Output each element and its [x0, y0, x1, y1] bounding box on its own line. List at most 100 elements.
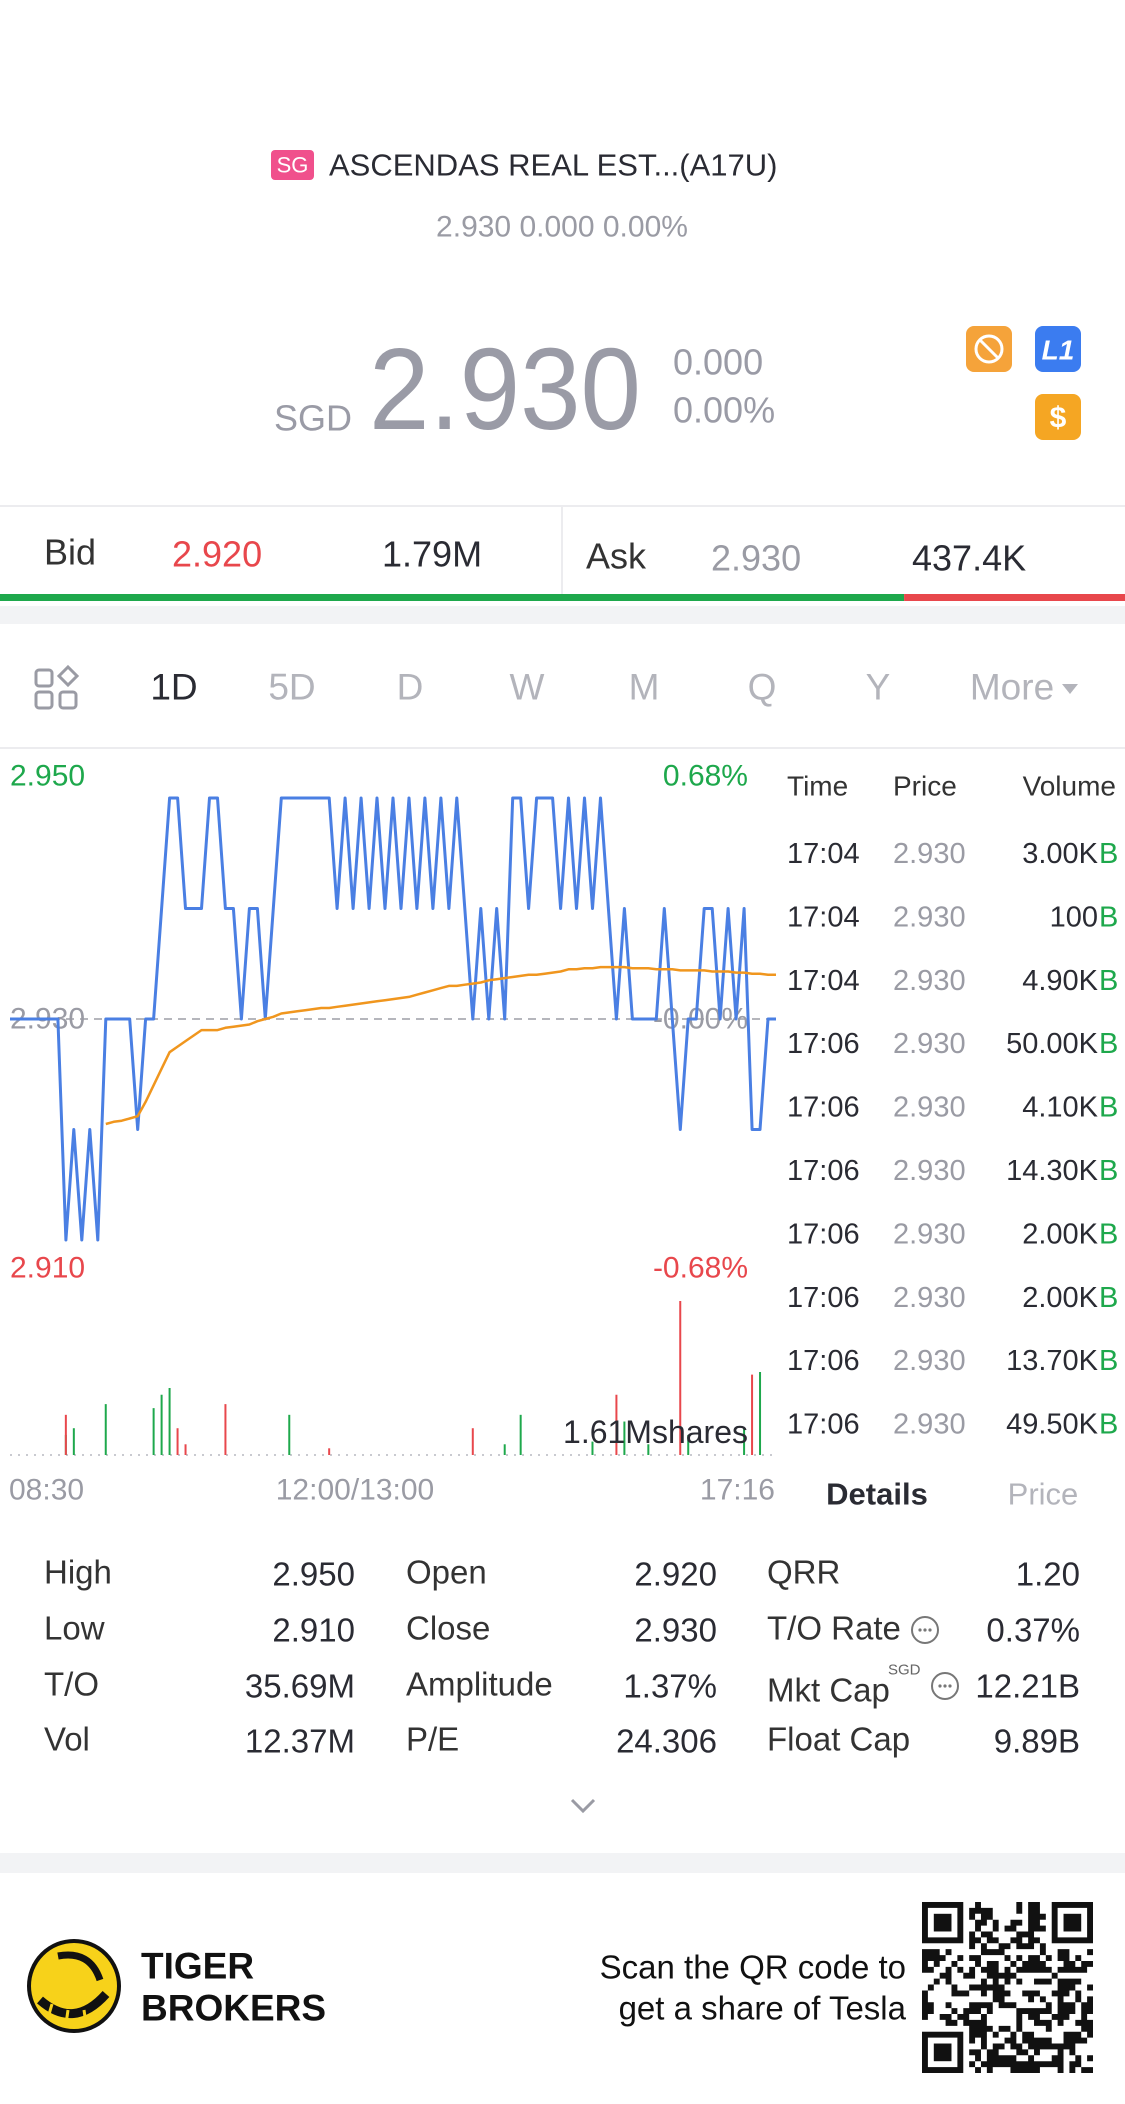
x-tick-label: 17:16 [700, 1474, 775, 1507]
qr-finder [922, 2031, 964, 2073]
currency-badge[interactable] [1035, 394, 1081, 440]
trade-header: Volume [1023, 771, 1116, 802]
trade-volume: 2.00K [1022, 1218, 1098, 1250]
trade-price: 2.930 [893, 965, 966, 997]
trade-time: 17:06 [787, 1028, 860, 1060]
trade-time: 17:04 [787, 965, 860, 997]
trade-time: 17:06 [787, 1282, 860, 1314]
trade-price: 2.930 [893, 901, 966, 933]
price-line [105, 965, 776, 1126]
trade-price: 2.930 [893, 838, 966, 870]
separator [0, 606, 1125, 624]
period-tab[interactable]: Q [748, 667, 777, 708]
stat-value: 1.20 [1016, 1556, 1080, 1593]
ask-price: 2.930 [711, 538, 801, 579]
stat-label: T/O Rate [767, 1610, 901, 1647]
trade-price: 2.930 [893, 1028, 966, 1060]
depth-bar [0, 594, 1125, 601]
stat-label: Low [44, 1610, 105, 1647]
trade-side: B [1099, 1345, 1118, 1377]
promo-text: Scan the QR code to [600, 1949, 906, 1986]
price-change-pct: 0.00% [673, 390, 775, 431]
level-badge[interactable] [1035, 326, 1081, 372]
stat-value: 0.37% [986, 1612, 1080, 1649]
trade-volume: 49.50K [1006, 1409, 1099, 1441]
price-line [10, 796, 776, 1242]
stock-title[interactable]: ASCENDAS REAL EST...(A17U) [329, 148, 778, 183]
trade-price: 2.930 [893, 1282, 966, 1314]
trade-volume: 50.00K [1006, 1028, 1099, 1060]
info-dot [948, 1684, 952, 1688]
period-tab[interactable]: W [510, 667, 545, 708]
currency: SGD [274, 398, 352, 439]
qr-finder-core [1063, 1913, 1082, 1932]
trade-volume: 13.70K [1006, 1345, 1099, 1377]
trade-time: 17:04 [787, 901, 860, 933]
stat-label: Amplitude [406, 1666, 553, 1703]
detail-tab[interactable]: Details [826, 1477, 928, 1512]
period-tab[interactable]: 1D [150, 667, 197, 708]
stat-label: Vol [44, 1721, 90, 1758]
period-tab[interactable]: More [970, 667, 1054, 708]
trade-time: 17:06 [787, 1092, 860, 1124]
stat-value: 2.950 [272, 1556, 355, 1593]
period-tabs: 1D 5D D W M Q Y More [150, 667, 1054, 708]
period-tab[interactable]: 5D [268, 667, 315, 708]
info-dot [918, 1628, 922, 1632]
stat-value: 2.930 [634, 1612, 717, 1649]
trade-volume: 100 [1050, 901, 1098, 933]
info-icon[interactable] [911, 1616, 939, 1644]
status-icon[interactable] [966, 326, 1012, 372]
stat-value: 2.910 [272, 1612, 355, 1649]
y2-tick-label: 0.68% [663, 760, 748, 793]
trade-price: 2.930 [893, 1092, 966, 1124]
info-dot [943, 1684, 947, 1688]
separator [0, 1853, 1125, 1873]
period-tab[interactable]: Y [866, 667, 891, 708]
stat-value: 1.37% [623, 1668, 717, 1705]
y-tick-label: 2.950 [10, 760, 85, 793]
period-tab[interactable]: M [629, 667, 660, 708]
trade-time: 17:06 [787, 1409, 860, 1441]
layout-icon[interactable] [34, 664, 80, 710]
market-badge [271, 150, 314, 180]
trade-volume: 4.10K [1022, 1092, 1098, 1124]
x-tick-label: 12:00/13:00 [276, 1474, 434, 1507]
trade-price: 2.930 [893, 1155, 966, 1187]
qr-modules [922, 1902, 1093, 2073]
y2-tick-label: -0.00% [653, 1003, 748, 1036]
qr-finder-core [933, 2043, 952, 2062]
info-icon[interactable] [931, 1672, 959, 1700]
dropdown-arrow[interactable] [1062, 684, 1078, 694]
qr-finder [1051, 1901, 1093, 1944]
bid-depth [0, 594, 905, 601]
x-tick-label: 08:30 [9, 1474, 84, 1507]
trade-side: B [1099, 1092, 1118, 1124]
stat-label: T/O [44, 1666, 99, 1703]
qr-code [922, 1901, 1093, 2073]
trade-time: 17:06 [787, 1218, 860, 1250]
trade-side: B [1099, 1155, 1118, 1187]
ask-label: Ask [586, 536, 647, 577]
currency-badge-text: $ [1050, 402, 1067, 435]
trade-volume: 3.00K [1022, 838, 1098, 870]
trade-side: B [1099, 901, 1118, 933]
stat-label: Mkt Cap [767, 1672, 890, 1709]
info-dot [923, 1628, 927, 1632]
stat-unit: SGD [888, 1662, 921, 1679]
stat-value: 12.37M [245, 1723, 355, 1760]
trade-volume: 2.00K [1022, 1282, 1098, 1314]
trade-header: Time [787, 771, 848, 802]
detail-tab[interactable]: Price [1008, 1477, 1079, 1512]
expand-chevron[interactable] [570, 1798, 596, 1814]
stat-value: 12.21B [975, 1668, 1080, 1705]
promo-text: get a share of Tesla [619, 1990, 907, 2027]
trade-side: B [1099, 1028, 1118, 1060]
volume-label: 1.61Mshares [563, 1414, 748, 1450]
stat-value: 24.306 [616, 1723, 717, 1760]
stat-value: 2.920 [634, 1556, 717, 1593]
period-tab[interactable]: D [397, 667, 424, 708]
qr-finder [922, 1901, 964, 1944]
